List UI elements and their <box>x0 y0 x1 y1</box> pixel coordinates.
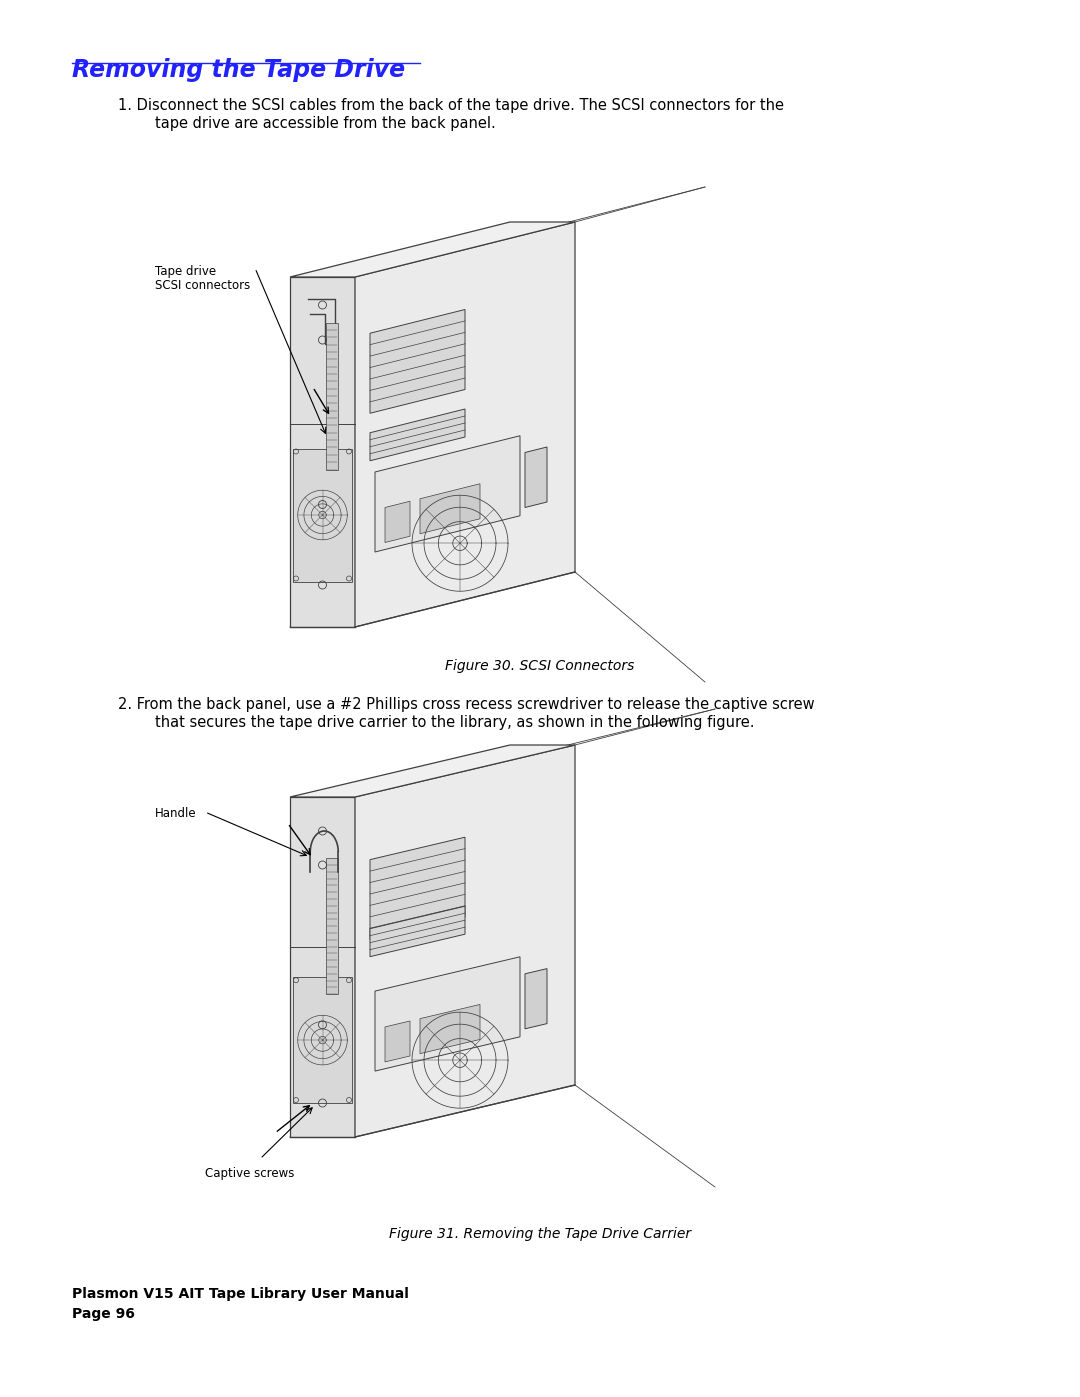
Text: 1. Disconnect the SCSI cables from the back of the tape drive. The SCSI connecto: 1. Disconnect the SCSI cables from the b… <box>118 98 784 113</box>
Text: Captive screws: Captive screws <box>205 1166 295 1180</box>
Polygon shape <box>326 858 338 995</box>
Polygon shape <box>384 502 410 542</box>
Polygon shape <box>291 277 355 627</box>
Polygon shape <box>291 222 575 277</box>
Polygon shape <box>375 957 519 1071</box>
Text: Plasmon V15 AIT Tape Library User Manual: Plasmon V15 AIT Tape Library User Manual <box>72 1287 409 1301</box>
Polygon shape <box>355 745 575 1137</box>
Polygon shape <box>370 409 465 461</box>
Polygon shape <box>420 483 480 534</box>
Polygon shape <box>420 1004 480 1053</box>
Polygon shape <box>370 310 465 414</box>
Text: Figure 31. Removing the Tape Drive Carrier: Figure 31. Removing the Tape Drive Carri… <box>389 1227 691 1241</box>
Polygon shape <box>375 436 519 552</box>
Polygon shape <box>370 837 465 940</box>
Text: Removing the Tape Drive: Removing the Tape Drive <box>72 59 405 82</box>
Polygon shape <box>291 745 575 798</box>
Polygon shape <box>291 798 355 1137</box>
Polygon shape <box>293 448 352 581</box>
Polygon shape <box>355 222 575 627</box>
Text: Handle: Handle <box>156 807 197 820</box>
Text: Figure 30. SCSI Connectors: Figure 30. SCSI Connectors <box>445 659 635 673</box>
Text: SCSI connectors: SCSI connectors <box>156 279 251 292</box>
Polygon shape <box>525 968 546 1028</box>
Polygon shape <box>525 447 546 507</box>
Polygon shape <box>293 977 352 1104</box>
Text: Tape drive: Tape drive <box>156 265 216 278</box>
Polygon shape <box>384 1021 410 1062</box>
Text: Page 96: Page 96 <box>72 1308 135 1322</box>
Polygon shape <box>370 907 465 957</box>
Text: tape drive are accessible from the back panel.: tape drive are accessible from the back … <box>156 116 496 131</box>
Polygon shape <box>326 323 338 469</box>
Text: that secures the tape drive carrier to the library, as shown in the following fi: that secures the tape drive carrier to t… <box>156 715 755 731</box>
Text: 2. From the back panel, use a #2 Phillips cross recess screwdriver to release th: 2. From the back panel, use a #2 Phillip… <box>118 697 814 712</box>
